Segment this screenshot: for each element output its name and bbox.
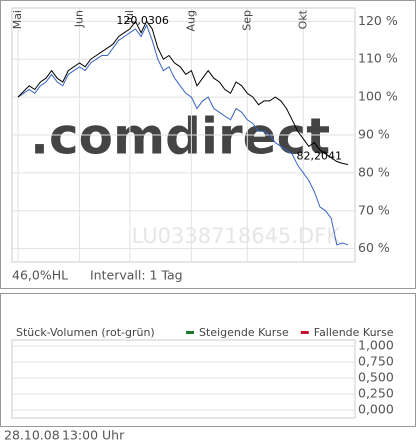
x-tick-label: Jul	[123, 10, 136, 24]
legend-swatch	[186, 331, 194, 334]
y-tick-label: 70 %	[358, 202, 390, 217]
legend-label: Steigende Kurse	[199, 326, 289, 339]
footer-date: 28.10.08	[4, 428, 60, 443]
x-tick-label: Aug	[184, 10, 197, 31]
volume-title: Stück-Volumen (rot-grün)	[16, 326, 155, 339]
y-tick-label: 0,750	[358, 354, 394, 369]
range-label: 46,0%HL	[12, 268, 68, 283]
footer-time: 13:00 Uhr	[62, 428, 125, 443]
price-line	[17, 20, 349, 165]
y-tick-label: 110 %	[358, 51, 398, 66]
security-id: LU0338718645.DFK	[132, 224, 342, 248]
volume-panel	[0, 293, 416, 427]
interval: Intervall: 1 Tag	[90, 268, 183, 283]
y-tick-label: 0,000	[358, 402, 394, 417]
price-line	[17, 23, 349, 246]
y-tick-label: 60 %	[358, 240, 390, 255]
legend-label: Fallende Kurse	[314, 326, 394, 339]
x-tick-label: Sep	[240, 10, 253, 31]
y-tick-label: 90 %	[358, 127, 390, 142]
x-tick-label: Okt	[296, 9, 309, 29]
legend-swatch	[300, 331, 309, 334]
value-label: 82,2041	[297, 150, 343, 163]
volume-plot-area	[11, 339, 356, 419]
x-tick-label: Mai	[11, 10, 24, 29]
y-tick-label: 80 %	[358, 164, 390, 179]
value-label: 120,0306	[116, 14, 169, 27]
watermark: .comdirect	[30, 108, 330, 166]
price-panel	[0, 0, 416, 289]
y-tick-label: 0,500	[358, 370, 394, 385]
y-tick-label: 100 %	[358, 89, 398, 104]
y-tick-label: 1,000	[358, 338, 394, 353]
y-tick-label: 120 %	[358, 13, 398, 28]
x-tick-label: Jun	[73, 10, 86, 28]
y-tick-label: 0,250	[358, 386, 394, 401]
